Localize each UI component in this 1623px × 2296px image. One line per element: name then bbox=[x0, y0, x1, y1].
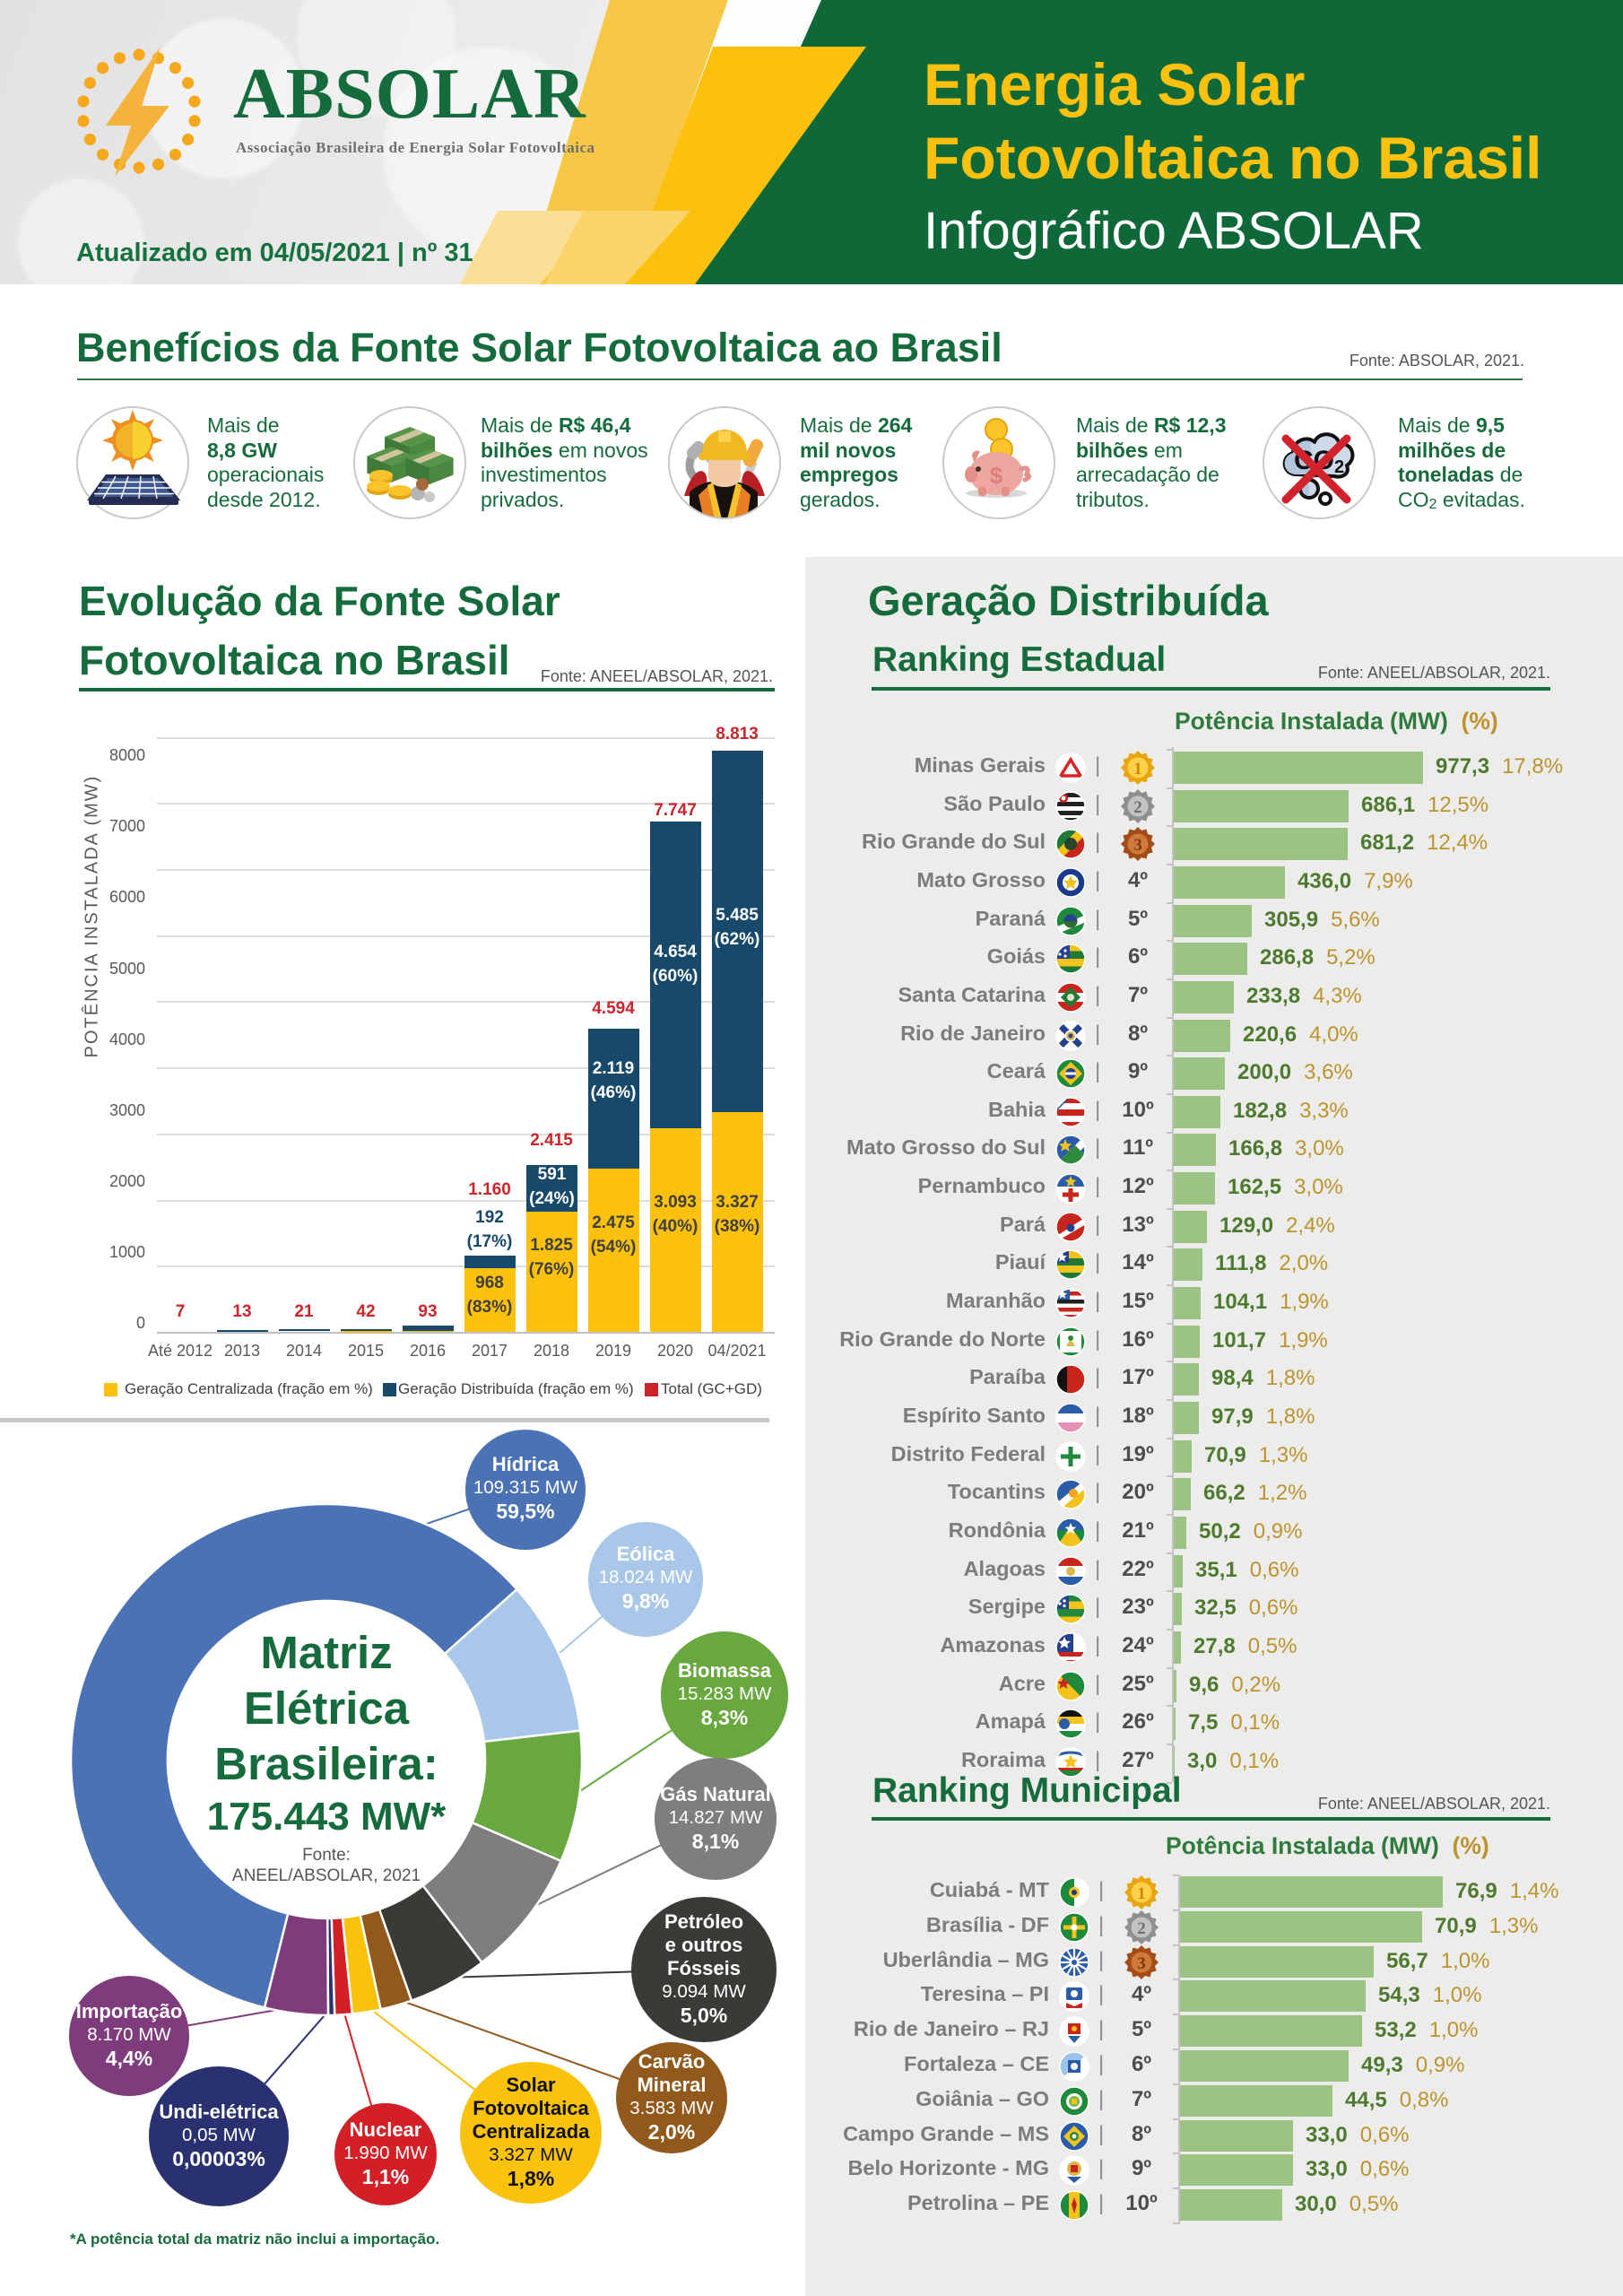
svg-text:2: 2 bbox=[1137, 1919, 1146, 1938]
svg-text:3: 3 bbox=[1137, 1954, 1146, 1973]
svg-text:3: 3 bbox=[1133, 836, 1142, 855]
svg-text:1: 1 bbox=[1137, 1884, 1146, 1903]
svg-text:1: 1 bbox=[1133, 760, 1142, 778]
svg-text:$: $ bbox=[990, 462, 1003, 489]
svg-text:2: 2 bbox=[1133, 798, 1142, 817]
